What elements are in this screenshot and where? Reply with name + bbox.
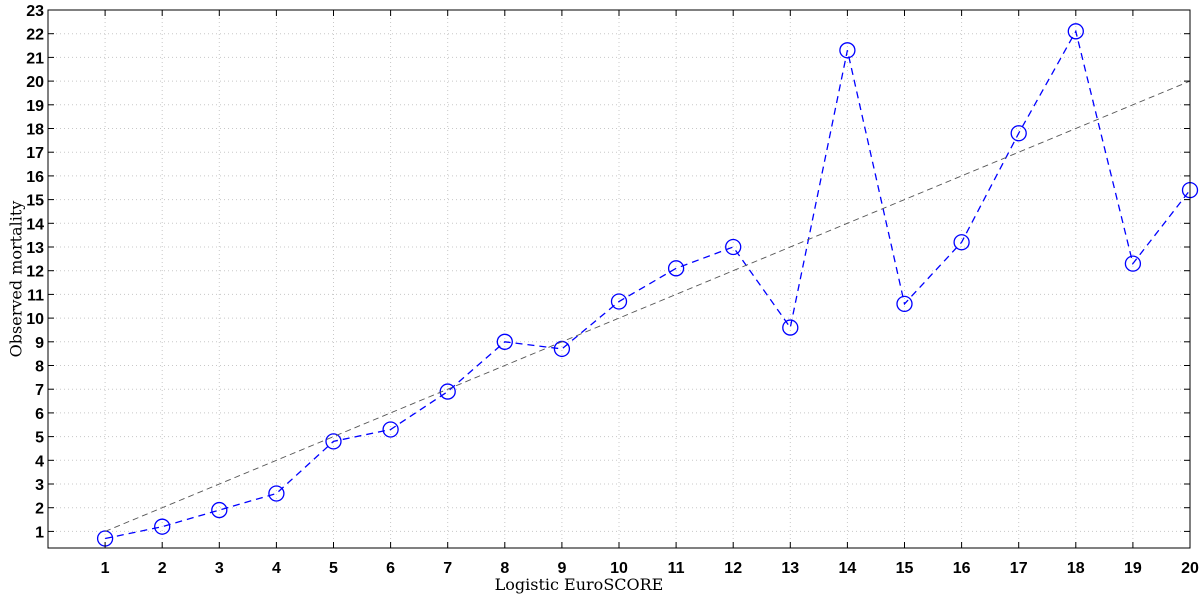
x-tick-label: 2 xyxy=(158,560,167,577)
y-tick-label: 12 xyxy=(26,264,44,281)
y-tick-label: 22 xyxy=(26,27,44,44)
y-tick-label: 1 xyxy=(35,524,44,541)
y-tick-label: 7 xyxy=(35,382,44,399)
data-point-marker xyxy=(953,234,970,251)
y-tick-label: 23 xyxy=(26,3,44,20)
x-tick-label: 6 xyxy=(386,560,395,577)
data-point-marker xyxy=(610,293,628,310)
x-tick-label: 9 xyxy=(557,560,566,577)
x-tick-label: 18 xyxy=(1067,560,1085,577)
y-tick-label: 8 xyxy=(35,359,44,376)
x-tick-label: 8 xyxy=(500,560,509,577)
y-tick-label: 17 xyxy=(26,145,44,162)
data-point-marker xyxy=(154,518,171,535)
y-tick-label: 9 xyxy=(35,335,44,352)
y-tick-label: 3 xyxy=(35,477,44,494)
y-tick-label: 5 xyxy=(35,430,44,447)
x-tick-label: 17 xyxy=(1010,560,1028,577)
data-point-marker xyxy=(839,42,856,59)
x-tick-label: 19 xyxy=(1124,560,1142,577)
data-point-marker xyxy=(667,260,685,277)
reference-line xyxy=(104,80,1191,532)
y-tick-label: 19 xyxy=(26,98,44,115)
x-tick-label: 12 xyxy=(724,560,742,577)
data-point-marker xyxy=(439,383,456,400)
y-tick-label: 10 xyxy=(26,311,44,328)
y-tick-label: 11 xyxy=(27,287,44,304)
y-tick-label: 20 xyxy=(26,74,44,91)
x-tick-label: 20 xyxy=(1181,560,1199,577)
y-tick-label: 6 xyxy=(35,406,44,423)
x-tick-label: 5 xyxy=(329,560,338,577)
x-tick-label: 14 xyxy=(839,560,857,577)
data-point-marker xyxy=(382,421,399,438)
x-tick-label: 15 xyxy=(896,560,914,577)
x-tick-label: 11 xyxy=(668,560,685,577)
axes: 1 2 3 4 5 6 7 8 9 10 11 12 13 14 15 16 17 18 19 20123456789… xyxy=(26,3,1199,577)
y-tick-label: 4 xyxy=(35,453,44,470)
data-point-marker xyxy=(268,485,285,502)
y-tick-label: 13 xyxy=(26,240,44,257)
x-tick-label: 7 xyxy=(443,560,452,577)
plot-area xyxy=(96,23,1199,547)
y-tick-label: 14 xyxy=(26,216,44,233)
y-tick-label: 15 xyxy=(26,193,44,210)
y-tick-label: 16 xyxy=(26,169,44,186)
data-point-marker xyxy=(782,319,799,336)
x-tick-label: 16 xyxy=(953,560,971,577)
x-axis-title: Logistic EuroSCORE xyxy=(495,575,664,594)
data-point-marker xyxy=(496,333,513,350)
x-tick-label: 10 xyxy=(610,560,628,577)
data-point-marker xyxy=(1124,255,1142,272)
x-tick-label: 13 xyxy=(781,560,799,577)
y-tick-label: 2 xyxy=(35,501,44,518)
y-tick-label: 18 xyxy=(26,122,44,139)
data-point-marker xyxy=(1067,23,1084,40)
data-point-marker xyxy=(1010,125,1027,142)
data-point-marker xyxy=(325,433,342,450)
series-line xyxy=(104,29,1191,540)
grid-lines xyxy=(48,9,1191,548)
x-tick-label: 3 xyxy=(215,560,224,577)
y-tick-label: 21 xyxy=(26,50,44,67)
data-point-marker xyxy=(725,238,742,256)
x-tick-label: 1 xyxy=(101,560,110,577)
x-tick-label: 4 xyxy=(272,560,281,577)
data-point-marker xyxy=(896,295,913,313)
y-axis-title: Observed mortality xyxy=(7,201,26,358)
data-point-marker xyxy=(211,501,228,519)
